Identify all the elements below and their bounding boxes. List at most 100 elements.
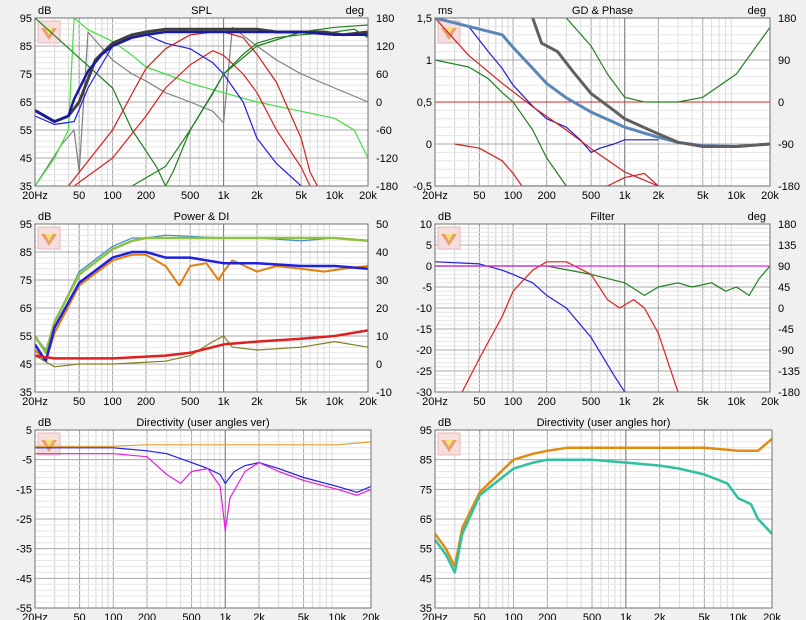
x-tick-label: 5k: [295, 190, 307, 202]
series-line-3: [73, 50, 311, 186]
logo-inner: [45, 234, 53, 241]
series-line-2: [35, 236, 368, 355]
chart-panel-1: SPL dB deg 35 45 55 65 75 85 95 -180 -120 -60 0 60 120 1…: [20, 5, 398, 202]
x-tick-label: 10k: [728, 190, 746, 202]
y2-tick-label: 20: [376, 303, 388, 315]
y2-tick-label: 180: [778, 13, 796, 25]
y-tick-label: 0,5: [417, 97, 432, 109]
y-tick-label: 35: [20, 387, 32, 399]
y-tick-label: 55: [20, 331, 32, 343]
y2-tick-label: -180: [778, 181, 800, 193]
y-tick-label: -25: [16, 514, 32, 526]
y2-tick-label: 30: [376, 275, 388, 287]
y-tick-label: -0,5: [413, 181, 432, 193]
x-tick-label: 10k: [728, 396, 746, 408]
y2-tick-label: -90: [778, 345, 794, 357]
y2-tick-label: 90: [778, 55, 790, 67]
series-line-5: [35, 335, 368, 368]
plot-frame: [34, 17, 369, 187]
x-tick-label: 2k: [654, 612, 666, 620]
x-tick-label: 2k: [653, 190, 665, 202]
x-tick-label: 100: [504, 396, 522, 408]
y2-tick-label: 0: [376, 97, 382, 109]
x-tick-label: 5k: [697, 396, 709, 408]
y-tick-label: 0: [426, 139, 432, 151]
series-line-3: [35, 453, 371, 532]
x-tick-label: 50: [73, 396, 85, 408]
y2-tick-label: 50: [376, 219, 388, 231]
y2-tick-label: 180: [778, 219, 796, 231]
series-line-4: [435, 18, 659, 186]
y2-tick-label: 60: [376, 69, 388, 81]
y-tick-label: 5: [26, 425, 32, 437]
x-tick-label: 500: [582, 190, 600, 202]
chart-panel-3: Power & DI dB 35 45 55 65 75 85 95 -10 0 10 20 30 40 50…: [20, 211, 392, 408]
app-logo-icon: [37, 20, 61, 44]
x-tick-label: 1k: [620, 612, 632, 620]
x-tick-label: 1k: [218, 190, 230, 202]
series-line-6: [35, 329, 368, 360]
x-tick-label: 200: [138, 612, 156, 620]
chart-title: Power & DI: [174, 211, 230, 223]
y2-tick-label: -180: [778, 387, 800, 399]
series-line-2: [35, 447, 371, 493]
y-tick-label: 1: [426, 55, 432, 67]
y-tick-label: 0: [426, 261, 432, 273]
x-tick-label: 5k: [295, 396, 307, 408]
y2-tick-label: -135: [778, 366, 800, 378]
x-tick-label: 100: [504, 612, 522, 620]
x-tick-label: 50: [73, 190, 85, 202]
logo-inner: [445, 28, 453, 35]
x-tick-label: 10k: [729, 612, 747, 620]
chart-title: Directivity (user angles ver): [136, 417, 269, 429]
x-tick-label: 2k: [251, 396, 263, 408]
series-line-1: [435, 261, 626, 392]
app-logo-icon: [437, 432, 461, 456]
x-tick-label: 20k: [763, 612, 781, 620]
logo-inner: [445, 440, 453, 447]
y-tick-label: 35: [420, 603, 432, 615]
y-tick-label: 85: [20, 41, 32, 53]
y-tick-label: -15: [416, 324, 432, 336]
plot-frame: [34, 223, 369, 393]
x-tick-label: 10k: [326, 190, 344, 202]
x-tick-label: 10k: [326, 396, 344, 408]
y-tick-label: -35: [16, 544, 32, 556]
y-tick-label: -5: [422, 282, 432, 294]
y2-tick-label: -45: [778, 324, 794, 336]
x-tick-label: 500: [182, 612, 200, 620]
y-axis-unit: dB: [38, 211, 51, 223]
y-tick-label: 85: [420, 455, 432, 467]
y-tick-label: -25: [416, 366, 432, 378]
y-tick-label: 55: [20, 125, 32, 137]
x-tick-label: 20k: [362, 612, 380, 620]
logo-inner: [45, 28, 53, 35]
x-tick-label: 200: [137, 396, 155, 408]
series-line-1: [35, 26, 368, 186]
chart-panel-4: Filter dB deg -30 -25 -20 -15 -10 -5 0 5 10 -180 -135…: [416, 211, 800, 408]
x-tick-label: 200: [137, 190, 155, 202]
x-tick-label: 2k: [251, 190, 263, 202]
chart-title: Filter: [590, 211, 615, 223]
x-tick-label: 200: [537, 190, 555, 202]
y2-axis-unit: deg: [748, 211, 766, 223]
y-tick-label: 45: [20, 153, 32, 165]
y2-axis-unit: deg: [748, 5, 766, 17]
y2-tick-label: 135: [778, 240, 796, 252]
x-tick-label: 100: [504, 190, 522, 202]
plot-frame: [34, 429, 372, 609]
y-tick-label: 45: [20, 359, 32, 371]
y-axis-unit: dB: [38, 5, 51, 17]
plot-frame: [434, 223, 771, 393]
y2-tick-label: 0: [778, 97, 784, 109]
y-tick-label: -5: [22, 455, 32, 467]
series-line-7: [131, 28, 368, 186]
x-tick-label: 20Hz: [422, 612, 448, 620]
x-tick-label: 500: [181, 190, 199, 202]
y-axis-unit: ms: [438, 5, 453, 17]
x-tick-label: 20Hz: [422, 396, 448, 408]
x-tick-label: 20Hz: [422, 190, 448, 202]
chart-panel-5: Directivity (user angles ver)dB-55-45-35…: [16, 417, 380, 620]
y-tick-label: -15: [16, 484, 32, 496]
